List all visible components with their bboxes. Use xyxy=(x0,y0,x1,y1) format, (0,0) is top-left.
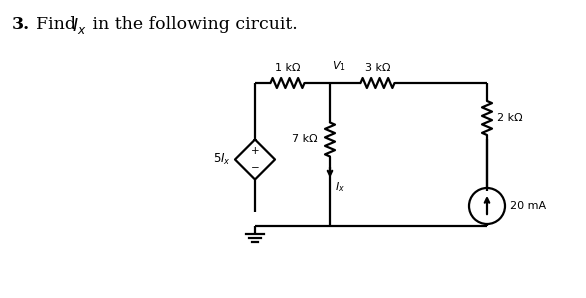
Text: 3 kΩ: 3 kΩ xyxy=(364,63,390,73)
Text: 2 kΩ: 2 kΩ xyxy=(497,113,523,123)
Text: $V_1$: $V_1$ xyxy=(332,59,346,73)
Text: $I_x$: $I_x$ xyxy=(335,181,345,194)
Text: $\mathit{I}_x$: $\mathit{I}_x$ xyxy=(72,16,86,36)
Text: −: − xyxy=(251,162,260,173)
Text: Find: Find xyxy=(36,16,81,33)
Text: 3.: 3. xyxy=(12,16,30,33)
Text: $5I_x$: $5I_x$ xyxy=(213,152,231,167)
Text: in the following circuit.: in the following circuit. xyxy=(87,16,298,33)
Text: 7 kΩ: 7 kΩ xyxy=(292,134,318,145)
Text: 1 kΩ: 1 kΩ xyxy=(275,63,300,73)
Text: 20 mA: 20 mA xyxy=(510,201,546,211)
Text: +: + xyxy=(251,147,260,156)
